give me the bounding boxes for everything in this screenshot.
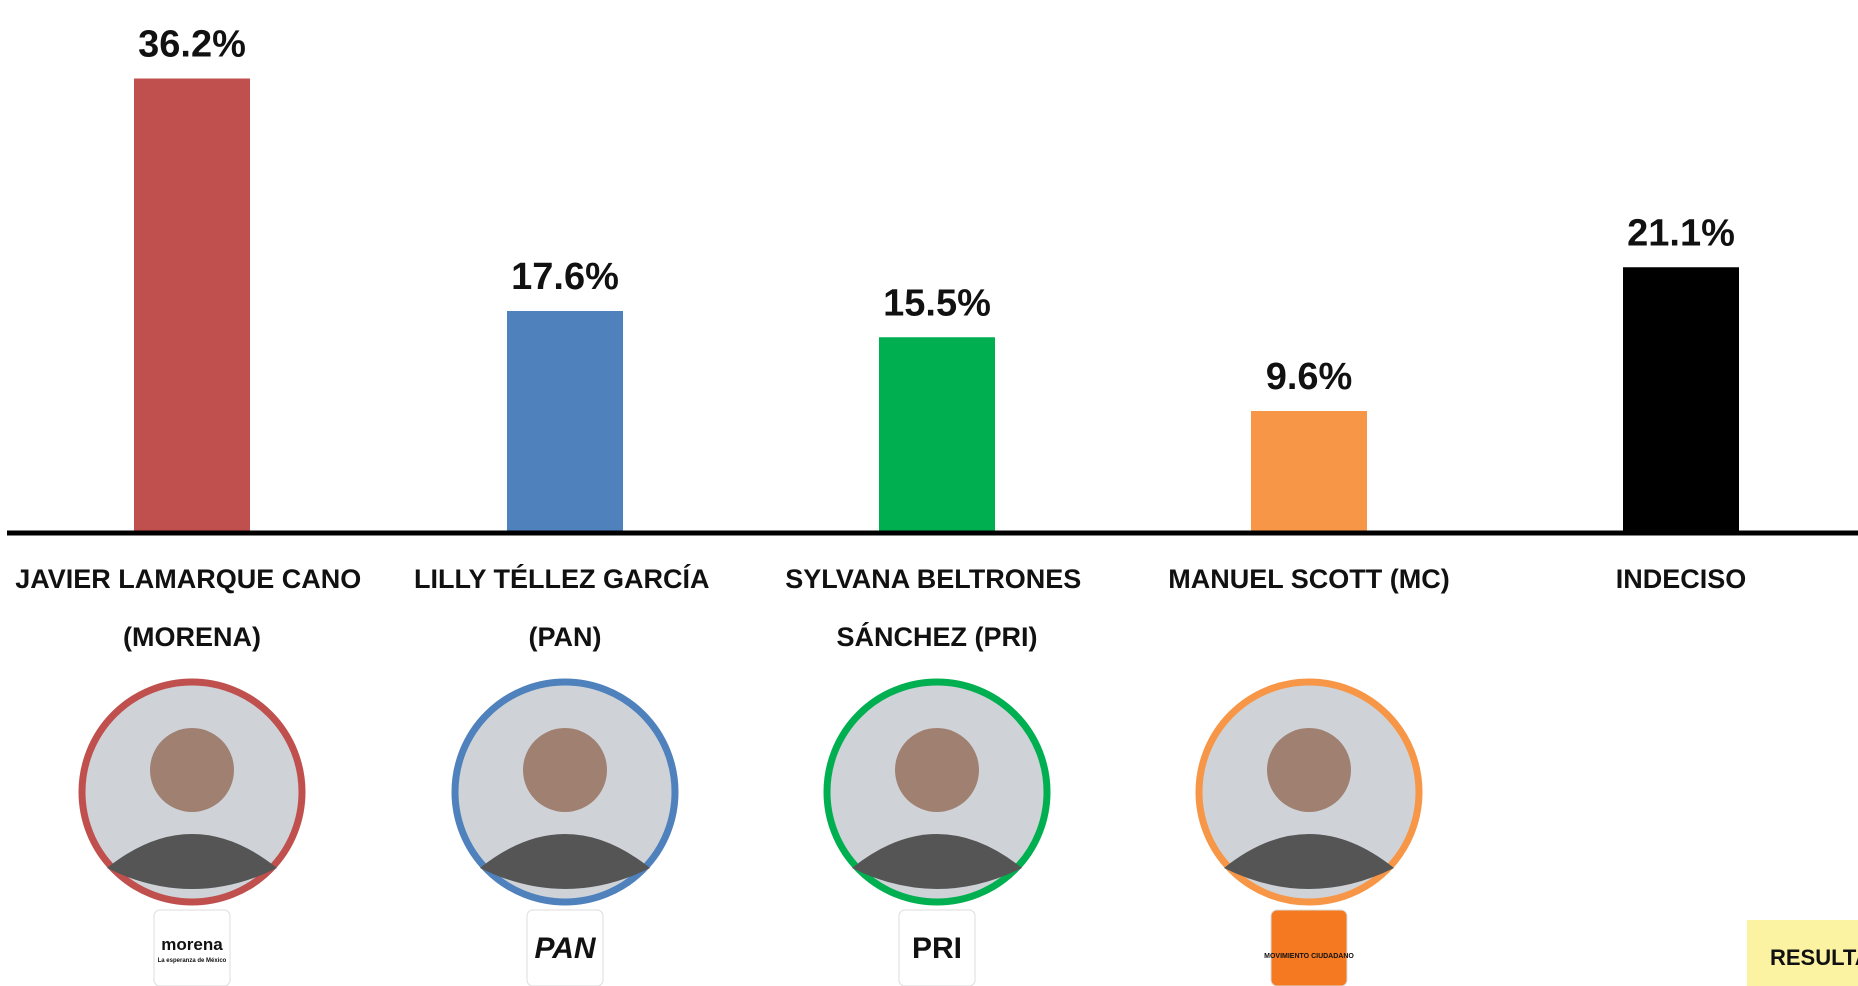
x-tick-label: MANUEL SCOTT (MC) bbox=[1168, 564, 1449, 594]
x-tick-label: SYLVANA BELTRONES SÁNCHEZ (PRI) bbox=[785, 564, 1089, 652]
note-box bbox=[1747, 920, 1858, 986]
logo-box bbox=[526, 909, 604, 986]
bar bbox=[1251, 411, 1367, 531]
logo-box bbox=[153, 909, 231, 986]
x-tick-label: JAVIER LAMARQUE CANO (MORENA) bbox=[15, 564, 369, 652]
value-label: 15.5% bbox=[883, 282, 991, 324]
note: RESULTAD bbox=[1770, 945, 1858, 970]
photo-head bbox=[1267, 728, 1351, 812]
bar bbox=[507, 311, 623, 531]
logo-text: morena bbox=[161, 935, 223, 954]
photo-head bbox=[895, 728, 979, 812]
photo-head bbox=[150, 728, 234, 812]
photo-body bbox=[852, 834, 1022, 889]
photo-head bbox=[523, 728, 607, 812]
logo-text: PAN bbox=[534, 932, 596, 965]
logo-box bbox=[898, 909, 976, 986]
photo-body bbox=[1224, 834, 1394, 889]
value-label: 9.6% bbox=[1266, 356, 1353, 398]
logo-box bbox=[1270, 909, 1348, 986]
photo-body bbox=[107, 834, 277, 889]
value-label: 36.2% bbox=[138, 24, 246, 66]
logo-text: MOVIMIENTO CIUDADANO bbox=[1264, 953, 1354, 960]
x-tick-label: INDECISO bbox=[1616, 564, 1747, 594]
bar bbox=[879, 337, 995, 531]
bar bbox=[134, 78, 250, 531]
x-tick-label: LILLY TÉLLEZ GARCÍA (PAN) bbox=[414, 563, 716, 652]
logo-text: PRI bbox=[912, 932, 962, 965]
value-label: 21.1% bbox=[1627, 212, 1735, 254]
bar bbox=[1623, 267, 1739, 531]
value-label: 17.6% bbox=[511, 256, 619, 298]
logo-text: La esperanza de México bbox=[158, 958, 227, 964]
photo-body bbox=[480, 834, 650, 889]
